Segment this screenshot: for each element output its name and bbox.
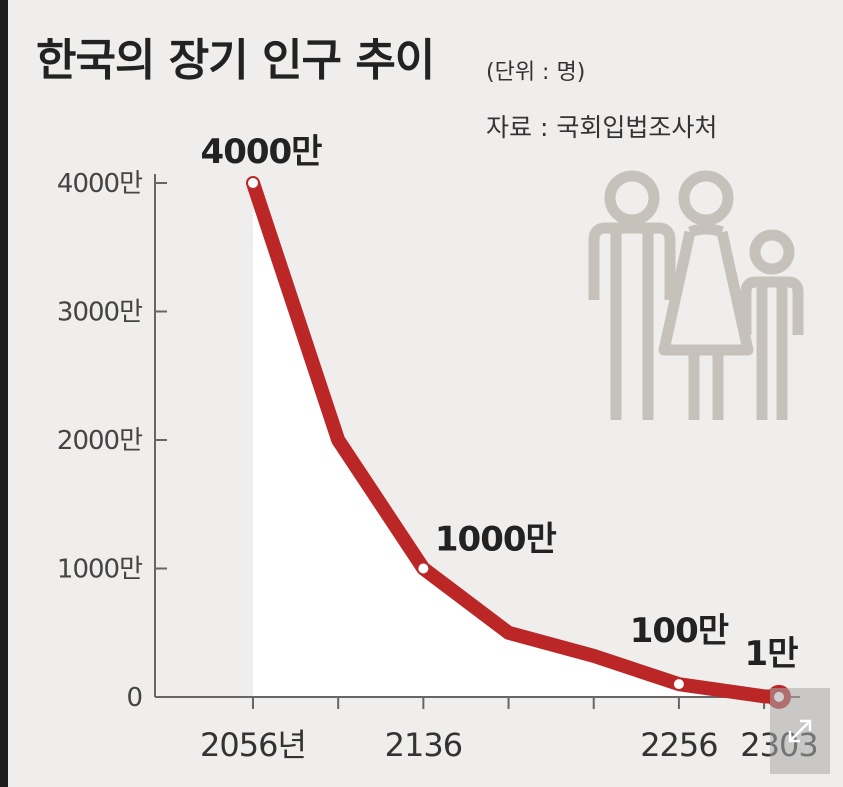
data-label: 1000만 bbox=[435, 520, 557, 560]
expand-icon bbox=[788, 719, 812, 743]
data-label: 4000만 bbox=[201, 132, 323, 172]
data-point bbox=[418, 563, 429, 574]
x-tick-label: 2256 bbox=[640, 726, 717, 764]
data-point bbox=[248, 178, 258, 188]
y-tick-label: 2000만 bbox=[57, 426, 142, 456]
source-label: 자료 : 국회입법조사처 bbox=[486, 113, 718, 142]
area-fill bbox=[253, 183, 779, 697]
chart-title: 한국의 장기 인구 추이 bbox=[36, 35, 435, 86]
y-tick-label: 4000만 bbox=[57, 169, 142, 199]
y-tick-label: 0 bbox=[126, 683, 142, 713]
y-tick-label: 1000만 bbox=[57, 555, 142, 585]
y-tick-label: 3000만 bbox=[57, 298, 142, 328]
x-tick-label: 2056년 bbox=[200, 726, 306, 764]
expand-button[interactable] bbox=[770, 688, 830, 774]
unit-label: (단위 : 명) bbox=[486, 60, 586, 85]
left-border bbox=[0, 0, 8, 787]
series-line bbox=[246, 176, 786, 704]
data-label: 1만 bbox=[745, 634, 799, 674]
family-icon bbox=[588, 170, 804, 420]
x-tick-label: 2136 bbox=[385, 726, 462, 764]
data-label: 100만 bbox=[630, 611, 729, 651]
data-point bbox=[673, 679, 684, 690]
